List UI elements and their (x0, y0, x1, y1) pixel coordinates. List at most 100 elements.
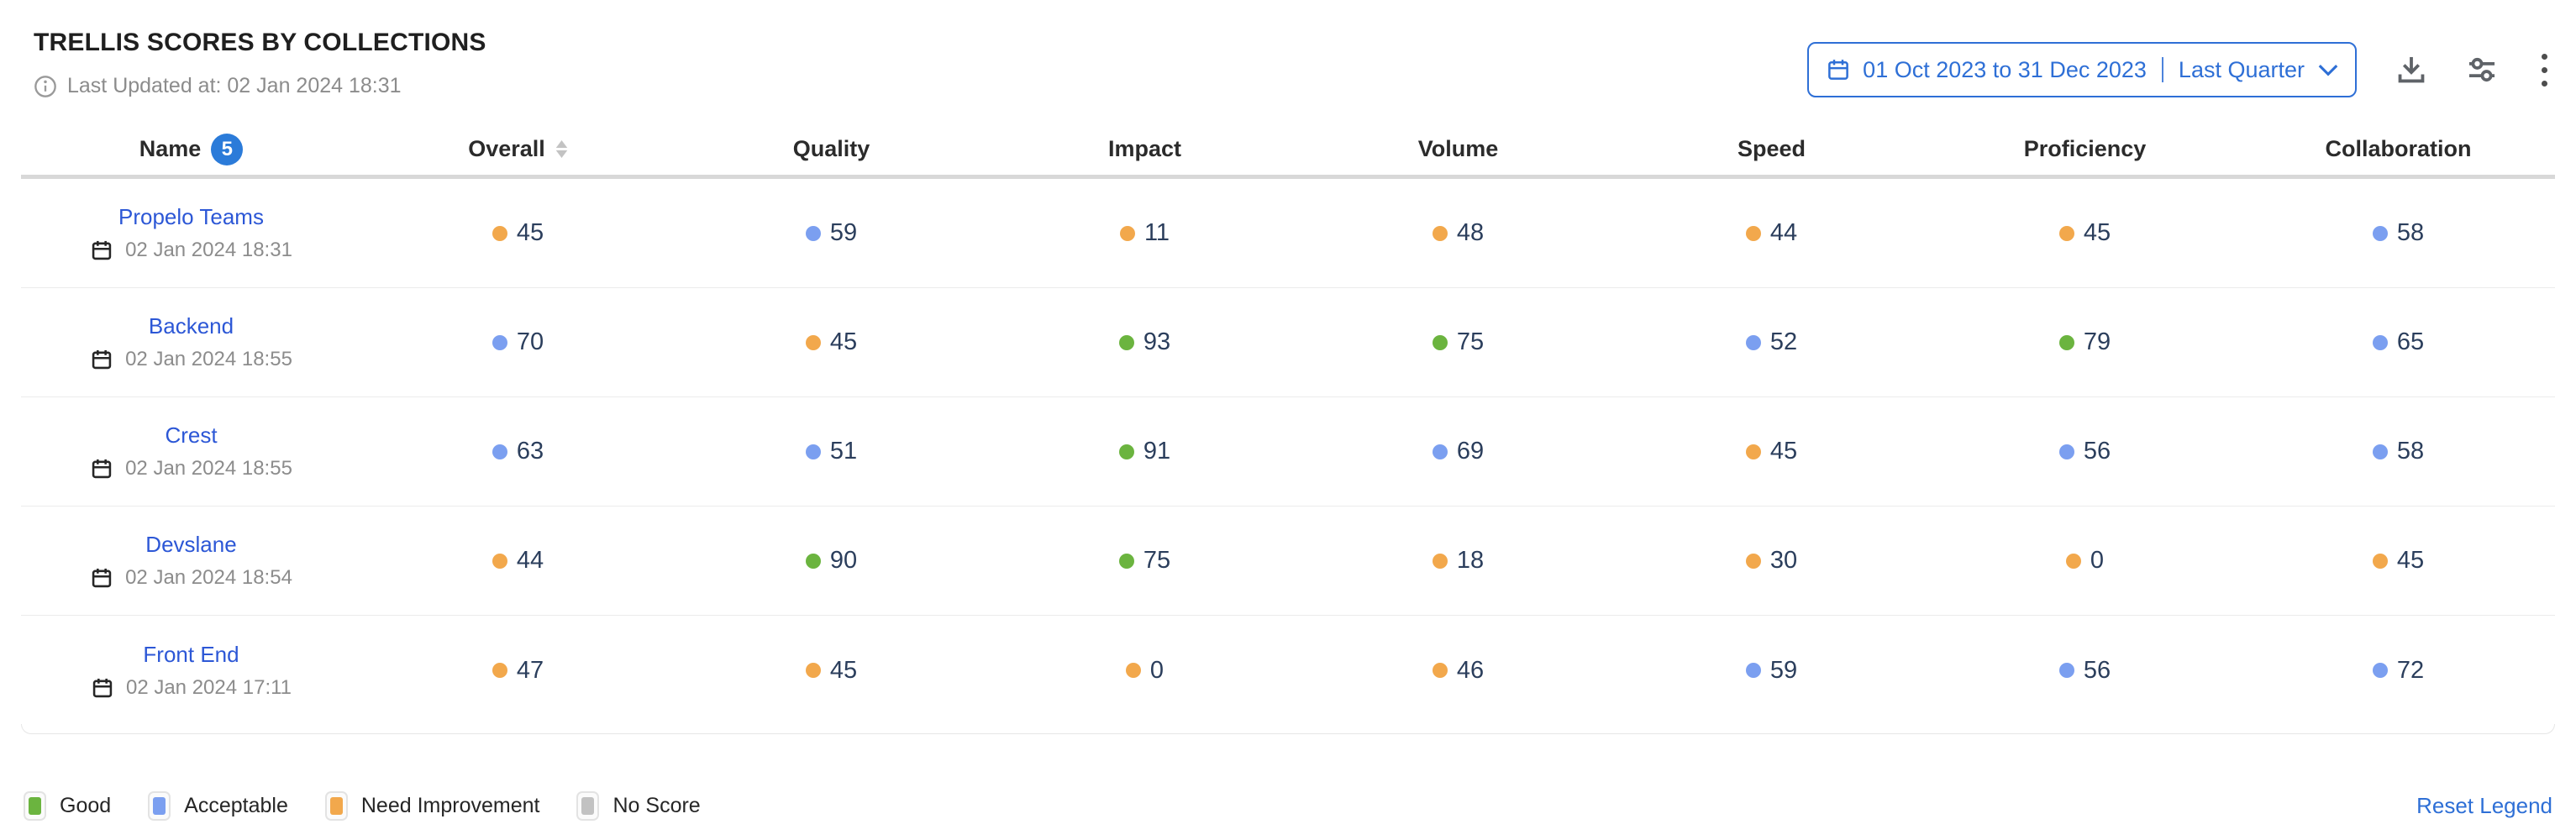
score-status-dot (2372, 225, 2388, 241)
score-value: 56 (2083, 656, 2111, 684)
calendar-icon (92, 678, 113, 697)
score-status-dot (1745, 444, 1761, 459)
score-status-dot (1432, 444, 1448, 459)
collection-name-link[interactable]: Propelo Teams (118, 204, 264, 229)
collection-name-link[interactable]: Crest (165, 423, 218, 448)
widget-title: TRELLIS SCORES BY COLLECTIONS (34, 29, 486, 56)
score-value: 0 (1149, 656, 1164, 684)
score-value: 18 (1456, 547, 1485, 574)
score-status-dot (805, 663, 821, 678)
score-status-dot (492, 444, 507, 459)
score-cell: 91 (988, 438, 1301, 465)
score-status-dot (805, 225, 821, 241)
score-cell: 46 (1301, 657, 1615, 685)
score-status-dot (2372, 553, 2388, 569)
score-value: 93 (1143, 328, 1171, 355)
score-status-dot (2058, 225, 2074, 241)
sliders-icon[interactable] (2466, 54, 2498, 86)
table-bottom-border (21, 724, 2555, 734)
score-status-dot (1432, 663, 1448, 678)
score-status-dot (1745, 553, 1761, 569)
legend-item-no_score[interactable]: No Score (576, 790, 701, 821)
score-status-dot (2065, 553, 2081, 569)
score-cell: 59 (675, 219, 988, 247)
row-timestamp-text: 02 Jan 2024 18:31 (125, 239, 292, 261)
score-cell: 72 (2242, 657, 2555, 685)
score-cell: 90 (675, 547, 988, 575)
score-value: 75 (1143, 547, 1171, 574)
table-row: Propelo Teams 02 Jan 2024 18:31 45 59 11 48… (21, 179, 2555, 288)
score-status-dot (2372, 444, 2388, 459)
score-cell: 0 (1928, 547, 2242, 575)
score-value: 44 (1769, 219, 1798, 246)
row-timestamp: 02 Jan 2024 17:11 (91, 676, 292, 700)
calendar-icon (92, 349, 112, 370)
score-value: 45 (829, 328, 858, 355)
score-cell: 18 (1301, 547, 1615, 575)
score-value: 90 (829, 547, 858, 574)
reset-legend-link[interactable]: Reset Legend (2416, 792, 2552, 818)
row-timestamp: 02 Jan 2024 18:55 (90, 457, 292, 480)
row-timestamp-text: 02 Jan 2024 18:55 (125, 348, 292, 370)
table-header-row: Name 5 Overall Quality Impact Volume Spe… (21, 123, 2555, 179)
score-value: 63 (516, 438, 544, 465)
score-value: 69 (1456, 438, 1485, 465)
last-updated-row: Last Updated at: 02 Jan 2024 18:31 (34, 74, 486, 98)
column-label: Speed (1737, 136, 1806, 161)
score-cell: 45 (675, 657, 988, 685)
download-icon[interactable] (2395, 54, 2427, 86)
name-cell: Devslane 02 Jan 2024 18:54 (21, 532, 361, 590)
row-timestamp-text: 02 Jan 2024 18:55 (125, 457, 292, 480)
score-status-dot (492, 553, 507, 569)
score-status-dot (1432, 334, 1448, 350)
legend-item-acceptable[interactable]: Acceptable (148, 790, 288, 821)
score-cell: 30 (1615, 547, 1928, 575)
score-value: 70 (516, 328, 544, 355)
column-header-overall[interactable]: Overall (361, 136, 675, 162)
score-status-dot (805, 334, 821, 350)
date-range-button[interactable]: 01 Oct 2023 to 31 Dec 2023 Last Quarter (1807, 42, 2357, 97)
collection-name-link[interactable]: Backend (148, 313, 234, 339)
name-cell: Front End 02 Jan 2024 17:11 (21, 642, 361, 700)
score-cell: 11 (988, 219, 1301, 247)
row-count-badge: 5 (211, 133, 244, 165)
score-cell: 56 (1928, 657, 2242, 685)
collection-name-link[interactable]: Front End (143, 641, 239, 667)
caret-up-icon (555, 140, 568, 148)
collection-name-link[interactable]: Devslane (145, 532, 237, 557)
score-cell: 58 (2242, 438, 2555, 465)
score-cell: 59 (1615, 657, 1928, 685)
score-cell: 56 (1928, 438, 2242, 465)
score-value: 65 (2396, 328, 2425, 355)
score-value: 51 (829, 438, 858, 465)
score-status-dot (2058, 334, 2074, 350)
score-value: 30 (1769, 547, 1798, 574)
score-value: 59 (1769, 656, 1798, 684)
column-header-collaboration: Collaboration (2242, 136, 2555, 162)
score-status-dot (1432, 553, 1448, 569)
chevron-down-icon (2318, 64, 2338, 76)
score-cell: 45 (2242, 547, 2555, 575)
score-cell: 79 (1928, 328, 2242, 356)
score-cell: 52 (1615, 328, 1928, 356)
table-row: Front End 02 Jan 2024 17:11 47 45 0 46 59 56 7… (21, 616, 2555, 725)
score-value: 59 (829, 219, 858, 246)
score-status-dot (1745, 334, 1761, 350)
legend-item-need_improvement[interactable]: Need Improvement (324, 790, 539, 821)
score-value: 45 (2396, 547, 2425, 574)
date-separator (2161, 57, 2163, 82)
widget-header: TRELLIS SCORES BY COLLECTIONS Last Updat… (0, 0, 2576, 98)
score-status-dot (2058, 663, 2074, 678)
table-row: Backend 02 Jan 2024 18:55 70 45 93 75 52 79 65 (21, 288, 2555, 397)
scores-table: Name 5 Overall Quality Impact Volume Spe… (21, 123, 2555, 771)
legend-item-good[interactable]: Good (24, 790, 111, 821)
kebab-menu-icon[interactable] (2537, 50, 2552, 90)
column-label: Volume (1417, 136, 1499, 161)
score-cell: 65 (2242, 328, 2555, 356)
score-cell: 70 (361, 328, 675, 356)
info-icon (34, 75, 56, 97)
column-header-proficiency: Proficiency (1928, 136, 2242, 162)
column-label: Quality (792, 136, 870, 161)
sort-control[interactable] (555, 140, 568, 158)
row-timestamp-text: 02 Jan 2024 18:54 (125, 566, 292, 589)
